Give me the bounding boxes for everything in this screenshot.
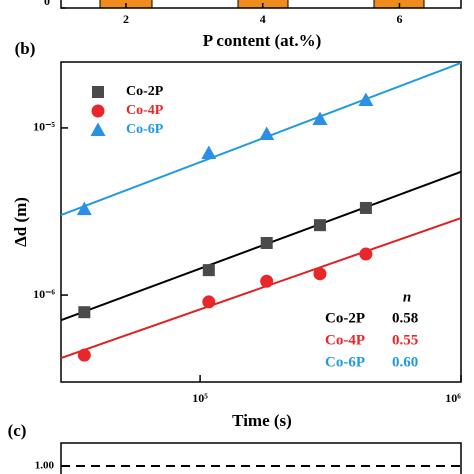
y-tick-label: 0	[44, 0, 50, 8]
data-point	[76, 201, 92, 216]
x-tick-label: 2	[123, 12, 129, 26]
data-point	[260, 274, 274, 288]
data-point	[202, 295, 216, 309]
n-value: 0.55	[392, 332, 418, 348]
x-tick-label: 10⁶	[445, 391, 461, 405]
legend-label: Co-4P	[126, 103, 164, 118]
data-point	[312, 111, 328, 126]
x-axis-title: Time (s)	[232, 411, 292, 430]
y-tick-label: 10⁻⁶	[33, 287, 55, 301]
data-point	[201, 145, 217, 159]
y-tick-label: 10⁻⁵	[33, 120, 55, 134]
n-label: Co-6P	[325, 354, 365, 370]
panel-label: (c)	[8, 421, 27, 440]
legend-marker	[90, 122, 106, 136]
data-point	[77, 348, 91, 362]
y-tick-label: 1.00	[35, 460, 55, 472]
x-tick-label: 10⁵	[192, 391, 208, 405]
y-axis-title: Δd (m)	[11, 197, 30, 247]
legend-label: Co-6P	[126, 122, 164, 137]
data-point	[313, 219, 326, 232]
n-value: 0.58	[392, 310, 418, 326]
fit-line	[60, 217, 462, 360]
n-label: Co-2P	[325, 310, 365, 326]
data-point	[359, 247, 373, 261]
x-tick-label: 6	[396, 12, 402, 26]
axis-frame	[60, 0, 462, 9]
x-tick-label: 4	[260, 12, 266, 26]
plot-frame	[60, 61, 462, 383]
data-point	[359, 201, 372, 214]
data-point	[260, 236, 273, 249]
data-point	[358, 92, 374, 106]
n-label: Co-4P	[325, 332, 365, 348]
data-point	[313, 267, 327, 281]
legend-label: Co-2P	[126, 84, 164, 99]
data-point	[259, 126, 275, 140]
data-point	[78, 306, 91, 319]
n-header: n	[403, 289, 411, 305]
data-point	[202, 264, 215, 277]
plot-frame	[60, 442, 462, 474]
x-axis-title: P content (at.%)	[203, 31, 322, 50]
panel-label: (b)	[15, 39, 36, 58]
legend-marker	[91, 104, 105, 118]
legend-marker	[92, 86, 104, 98]
n-value: 0.60	[392, 354, 418, 370]
